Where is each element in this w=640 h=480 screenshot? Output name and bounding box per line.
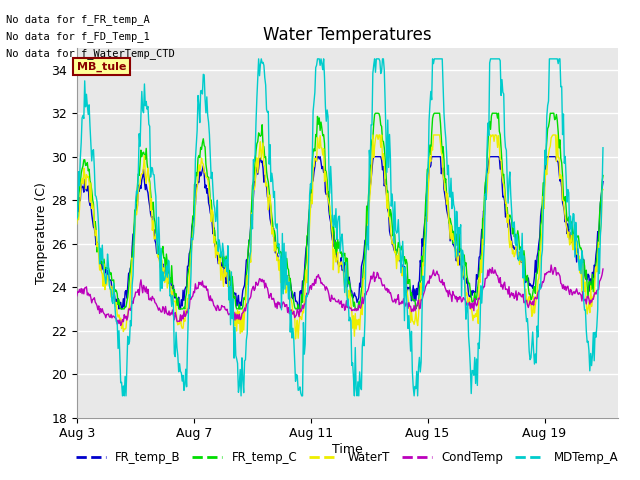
Legend: FR_temp_B, FR_temp_C, WaterT, CondTemp, MDTemp_A: FR_temp_B, FR_temp_C, WaterT, CondTemp, …: [71, 446, 623, 469]
Text: MB_tule: MB_tule: [77, 62, 126, 72]
Text: No data for f_FD_Temp_1: No data for f_FD_Temp_1: [6, 31, 150, 42]
Text: No data for f_WaterTemp_CTD: No data for f_WaterTemp_CTD: [6, 48, 175, 59]
Y-axis label: Temperature (C): Temperature (C): [35, 182, 49, 284]
Title: Water Temperatures: Water Temperatures: [263, 25, 431, 44]
X-axis label: Time: Time: [332, 443, 363, 456]
Text: No data for f_FR_temp_A: No data for f_FR_temp_A: [6, 14, 150, 25]
